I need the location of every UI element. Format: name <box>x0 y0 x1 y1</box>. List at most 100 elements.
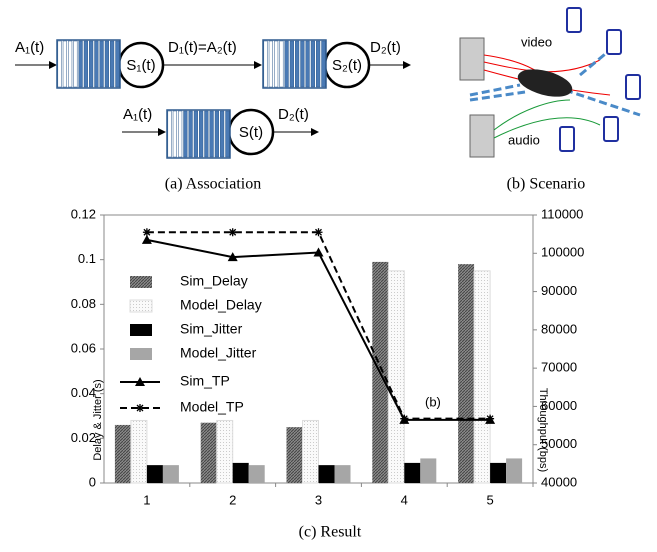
x-tick-label: 4 <box>401 492 408 507</box>
label: D₂(t) <box>370 39 401 56</box>
phones <box>560 8 640 151</box>
queue-slot <box>226 111 230 157</box>
bar <box>115 425 131 483</box>
y2-tick-label: 60000 <box>541 398 577 413</box>
bar <box>388 271 404 483</box>
legend-label: Sim_Jitter <box>180 321 243 337</box>
y-tick-label: 0.06 <box>71 340 96 355</box>
legend-swatch <box>130 276 152 288</box>
bar <box>249 465 265 483</box>
scenario-diagram: video audio (b) Scenario <box>460 8 640 193</box>
server-icon <box>470 115 494 157</box>
queue-slot <box>280 41 284 87</box>
label: S₂(t) <box>332 57 362 74</box>
bar <box>131 420 147 483</box>
legend-label: Model_Delay <box>180 297 262 313</box>
bar <box>319 465 335 483</box>
queue-slot <box>116 41 120 87</box>
queue-slot <box>322 41 326 87</box>
y-tick-label: 0.1 <box>78 251 96 266</box>
queue-slot <box>306 41 310 87</box>
y2-tick-label: 70000 <box>541 360 577 375</box>
label: audio <box>508 132 540 147</box>
bar <box>201 423 217 483</box>
queue-slot <box>184 111 188 157</box>
y2-tick-label: 40000 <box>541 474 577 489</box>
y-tick-label: 0.08 <box>71 296 96 311</box>
queue-slot <box>68 41 72 87</box>
queue-slot <box>264 41 268 87</box>
legend-swatch <box>130 324 152 336</box>
legend-swatch <box>130 348 152 360</box>
bar <box>335 465 351 483</box>
queue-slot <box>199 111 203 157</box>
y2-tick-label: 50000 <box>541 436 577 451</box>
legend-label: Sim_TP <box>180 373 230 389</box>
point <box>315 228 323 236</box>
label: video <box>521 34 552 49</box>
point <box>486 415 494 423</box>
queue-slot <box>301 41 305 87</box>
label: A₁(t) <box>15 39 44 56</box>
bar <box>287 427 303 483</box>
queue-slot <box>63 41 67 87</box>
bar <box>490 463 506 483</box>
caption: (b) Scenario <box>507 176 586 193</box>
bar <box>303 420 319 483</box>
association-diagram: A₁(t) S₁(t) D₁(t)=A₂(t) S₂(t) D₂(t) A₁(t… <box>15 39 410 193</box>
queue-slot <box>274 41 278 87</box>
bar <box>217 420 233 483</box>
queue-slot <box>105 41 109 87</box>
point <box>400 415 408 423</box>
x-tick-label: 3 <box>315 492 322 507</box>
point <box>143 228 151 236</box>
caption: (a) Association <box>165 176 261 193</box>
queue-slot <box>194 111 198 157</box>
label: S₁(t) <box>126 57 155 74</box>
queue-slot <box>79 41 83 87</box>
x-tick-label: 1 <box>143 492 150 507</box>
queue-slot <box>110 41 114 87</box>
figure: A₁(t) S₁(t) D₁(t)=A₂(t) S₂(t) D₂(t) A₁(t… <box>0 0 657 547</box>
label: D₁(t)=A₂(t) <box>168 39 237 56</box>
queue-slot <box>95 41 99 87</box>
queue-slot <box>269 41 273 87</box>
bar <box>474 271 490 483</box>
y2-tick-label: 110000 <box>541 206 583 221</box>
y-tick-label: 0.12 <box>71 206 96 221</box>
queue-slot <box>74 41 78 87</box>
queue-slot <box>189 111 193 157</box>
y2-tick-label: 80000 <box>541 321 577 336</box>
queue-slot <box>311 41 315 87</box>
legend-label: Model_Jitter <box>180 345 257 361</box>
bar <box>233 463 249 483</box>
queue-slot <box>58 41 62 87</box>
bar <box>506 458 522 483</box>
queue-slot <box>89 41 93 87</box>
queue-slot <box>84 41 88 87</box>
y-tick-label: 0.04 <box>71 385 96 400</box>
bar <box>420 458 436 483</box>
queue-slot <box>205 111 209 157</box>
queue-slot <box>295 41 299 87</box>
server-icon <box>460 38 484 80</box>
queue-slot <box>220 111 224 157</box>
label: A₁(t) <box>123 106 152 123</box>
queue-slot <box>285 41 289 87</box>
queue-slot <box>210 111 214 157</box>
chart: (c) Result Delay & Jitter (s) Throughput… <box>71 206 585 540</box>
bar <box>458 264 474 483</box>
y-tick-label: 0 <box>89 474 96 489</box>
queue-slot <box>290 41 294 87</box>
annotation: (b) <box>425 394 441 409</box>
point <box>229 228 237 236</box>
legend-label: Model_TP <box>180 399 244 415</box>
label: D₂(t) <box>278 106 309 123</box>
queue-slot <box>178 111 182 157</box>
legend-swatch <box>130 300 152 312</box>
point <box>136 404 144 412</box>
x-tick-label: 2 <box>229 492 236 507</box>
queue-slot <box>100 41 104 87</box>
queue-slot <box>173 111 177 157</box>
bar <box>147 465 163 483</box>
